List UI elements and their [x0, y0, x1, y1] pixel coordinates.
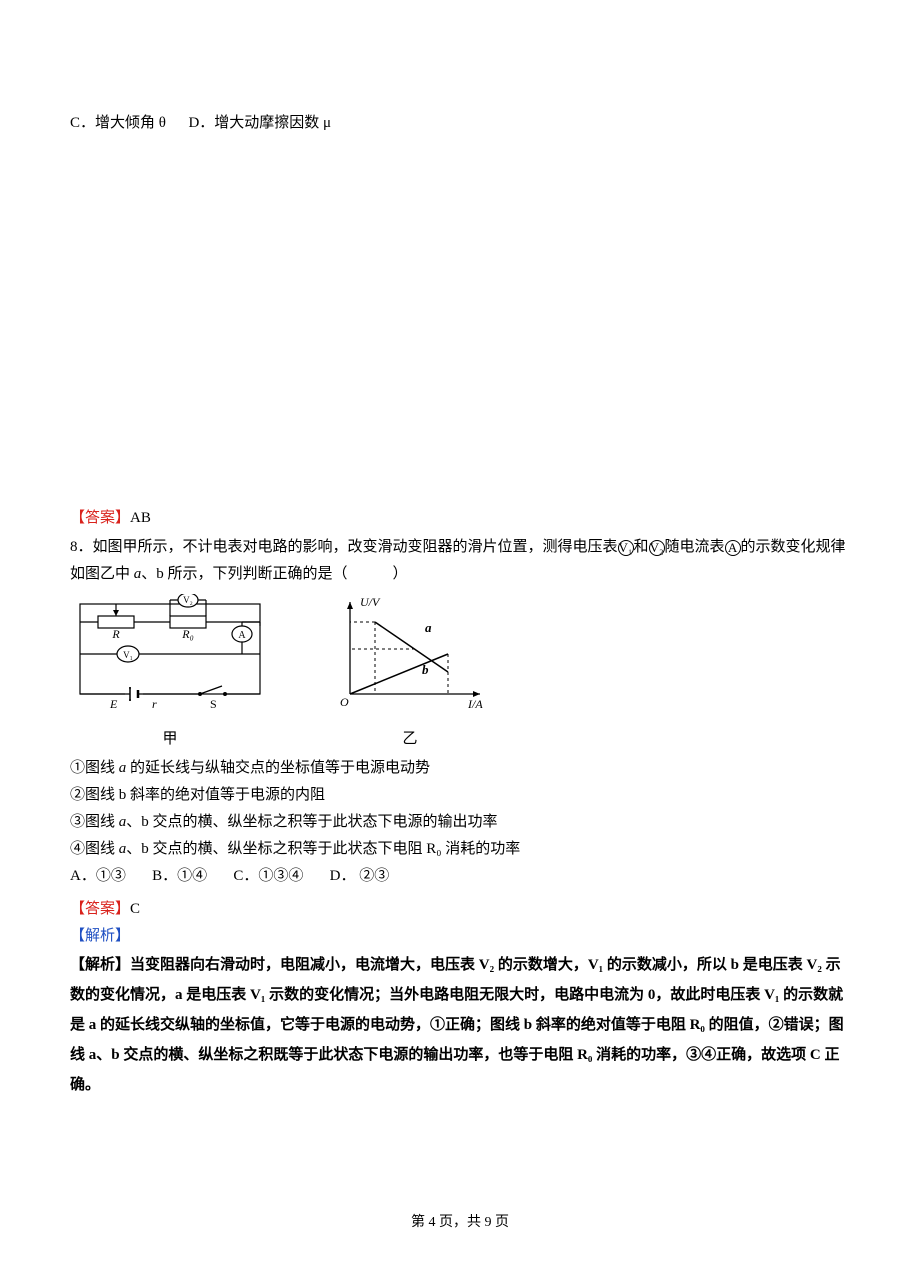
statement-1: ①图线 a 的延长线与纵轴交点的坐标值等于电源电动势: [70, 755, 850, 782]
ammeter-icon: A: [725, 540, 741, 556]
q8-stem-p1: ．如图甲所示，不计电表对电路的影响，改变滑动变阻器的滑片位置，测得电压表: [78, 539, 618, 555]
q7-answer-line: 【答案】AB: [70, 505, 850, 532]
q8-analysis-body-label: 【解析】: [70, 957, 130, 973]
q8-answer-label: 【答案】: [70, 901, 130, 917]
s3-prefix: ③图线: [70, 814, 119, 830]
document-page: C．增大倾角 θ D．增大动摩擦因数 μ 【答案】AB 8．如图甲所示，不计电表…: [0, 0, 920, 1273]
v2-label: V₂: [183, 595, 193, 605]
page-footer: 第 4 页，共 9 页: [0, 1210, 920, 1235]
line-a: [375, 622, 448, 672]
q7-option-d: D．增大动摩擦因数 μ: [188, 115, 331, 131]
q8-option-c: C．①③④: [233, 868, 303, 884]
q8-stem-p4: 、b 所示，下列判断正确的是（ ）: [141, 566, 407, 582]
q8-analysis-label: 【解析】: [70, 928, 130, 944]
circuit-caption: 甲: [70, 726, 270, 753]
x-axis-label: I/A: [467, 697, 483, 711]
q8-option-b: B．①④: [152, 868, 207, 884]
q8-number: 8: [70, 539, 78, 555]
line-b-label: b: [422, 662, 429, 677]
switch-arm: [200, 686, 222, 694]
circuit-svg: R R₀ V₂ A: [70, 594, 270, 714]
q8-option-a: A．①③: [70, 868, 126, 884]
line-b: [350, 654, 448, 694]
s1-rest: 的延长线与纵轴交点的坐标值等于电源电动势: [126, 760, 430, 776]
s4-rest: 、b 交点的横、纵坐标之积等于此状态下电阻 R₀ 消耗的功率: [126, 841, 520, 857]
voltmeter2-icon: V₂: [649, 540, 665, 556]
y-axis-label: U/V: [360, 595, 381, 609]
figures-row: R R₀ V₂ A: [70, 594, 850, 753]
statement-4: ④图线 a、b 交点的横、纵坐标之积等于此状态下电阻 R₀ 消耗的功率: [70, 836, 850, 863]
q8-analysis-label-line: 【解析】: [70, 923, 850, 950]
s1-prefix: ①图线: [70, 760, 119, 776]
blank-space: [70, 149, 850, 499]
q8-answer-line: 【答案】C: [70, 896, 850, 923]
q8-answer-value: C: [130, 901, 140, 917]
slider-arrow-icon: [113, 610, 119, 616]
q8-analysis-body: 【解析】当变阻器向右滑动时，电阻减小，电流增大，电压表 V₂ 的示数增大，V₁ …: [70, 950, 850, 1100]
circuit-figure: R R₀ V₂ A: [70, 594, 270, 753]
y-arrow-icon: [347, 602, 353, 609]
graph-svg: U/V I/A O a b: [330, 594, 490, 714]
q8-analysis-text: 当变阻器向右滑动时，电阻减小，电流增大，电压表 V₂ 的示数增大，V₁ 的示数减…: [70, 957, 844, 1093]
a-wire-hidden2: [250, 622, 260, 630]
statement-3: ③图线 a、b 交点的横、纵坐标之积等于此状态下电源的输出功率: [70, 809, 850, 836]
q8-block: 8．如图甲所示，不计电表对电路的影响，改变滑动变阻器的滑片位置，测得电压表V₁和…: [70, 534, 850, 1100]
statement-2: ②图线 b 斜率的绝对值等于电源的内阻: [70, 782, 850, 809]
graph-caption: 乙: [330, 726, 490, 753]
s4-prefix: ④图线: [70, 841, 119, 857]
ammeter-label: A: [238, 630, 246, 641]
v1-label: V₁: [123, 650, 133, 660]
r-label: r: [152, 697, 157, 711]
q8-options-row: A．①③ B．①④ C．①③④ D． ②③: [70, 863, 850, 890]
E-label: E: [109, 697, 118, 711]
q7-option-c: C．增大倾角 θ: [70, 115, 166, 131]
voltmeter1-icon: V₁: [618, 540, 634, 556]
q7-options-line: C．增大倾角 θ D．增大动摩擦因数 μ: [70, 110, 850, 137]
origin-label: O: [340, 695, 349, 709]
q8-stem-p2: 随电流表: [665, 539, 725, 555]
R0-label: R₀: [181, 627, 194, 641]
q7-answer-value: AB: [130, 510, 151, 526]
graph-figure: U/V I/A O a b 乙: [330, 594, 490, 753]
q8-and: 和: [634, 539, 649, 555]
R-label: R: [111, 627, 120, 641]
S-label: S: [210, 697, 217, 711]
q7-answer-label: 【答案】: [70, 510, 130, 526]
s3-rest: 、b 交点的横、纵坐标之积等于此状态下电源的输出功率: [126, 814, 497, 830]
q8-stem: 8．如图甲所示，不计电表对电路的影响，改变滑动变阻器的滑片位置，测得电压表V₁和…: [70, 534, 850, 588]
line-a-label: a: [425, 620, 432, 635]
q8-option-d: D． ②③: [330, 868, 390, 884]
